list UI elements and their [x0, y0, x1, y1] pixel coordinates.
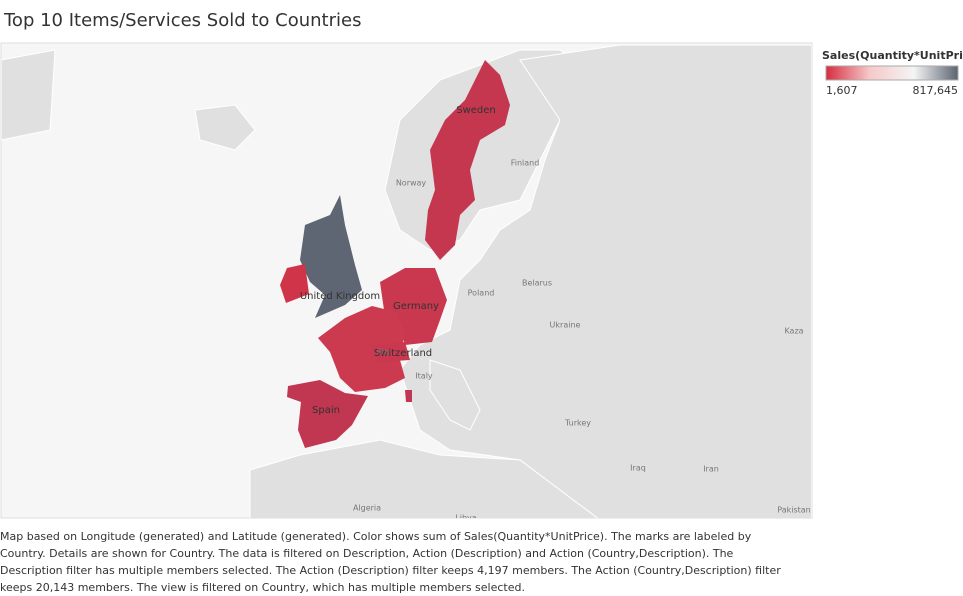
caption-line: keeps 20,143 members. The view is filter… [0, 581, 525, 594]
base-label: Norway [396, 179, 427, 188]
base-label: Pakistan [777, 506, 811, 515]
base-label: Iran [703, 465, 719, 474]
base-label: Algeria [353, 504, 381, 513]
region-label: Sweden [456, 105, 496, 116]
region-shape [405, 390, 412, 402]
caption-line: Map based on Longitude (generated) and L… [0, 530, 752, 543]
region-shape [318, 306, 405, 392]
region-shape [380, 268, 447, 345]
base-label: Kaza [784, 327, 803, 336]
title: Top 10 Items/Services Sold to Countries [3, 10, 361, 31]
base-label: Ukraine [550, 321, 581, 330]
region-shape [280, 264, 309, 303]
legend-title: Sales(Quantity*UnitPri.. [822, 49, 963, 62]
region-label: United Kingdom [300, 291, 380, 302]
caption: Map based on Longitude (generated) and L… [0, 528, 820, 596]
legend-max: 817,645 [913, 84, 959, 97]
legend-gradient [825, 65, 959, 81]
region-shape [372, 342, 410, 362]
base-label: Finland [511, 159, 540, 168]
caption-line: Description filter has multiple members … [0, 564, 781, 577]
legend-min: 1,607 [826, 84, 858, 97]
base-label: Iraq [630, 464, 646, 473]
region-label: Spain [312, 405, 340, 416]
base-label: Fra [377, 348, 389, 357]
region-label: Germany [393, 301, 439, 312]
land [1, 44, 812, 518]
region-shape [287, 380, 368, 448]
base-label: Turkey [564, 419, 591, 428]
base-label: Libya [455, 514, 476, 523]
base-label: Belarus [522, 279, 552, 288]
regions: Sweden United Kingdom Germany Switzerland Sp… [280, 60, 510, 448]
map-view: Top 10 Items/Services Sold to Countries … [0, 10, 963, 523]
caption-line: Country. Details are shown for Country. … [0, 547, 734, 560]
base-labels: Finland Norway Poland Belarus Ukraine Italy Tu… [353, 159, 811, 523]
region-shape [425, 60, 510, 260]
region-label: Switzerland [374, 348, 432, 359]
base-label: Poland [468, 289, 495, 298]
base-label: Italy [415, 372, 433, 381]
legend: Sales(Quantity*UnitPri.. 1,607 817,645 [822, 49, 963, 97]
region-shape [300, 195, 362, 318]
